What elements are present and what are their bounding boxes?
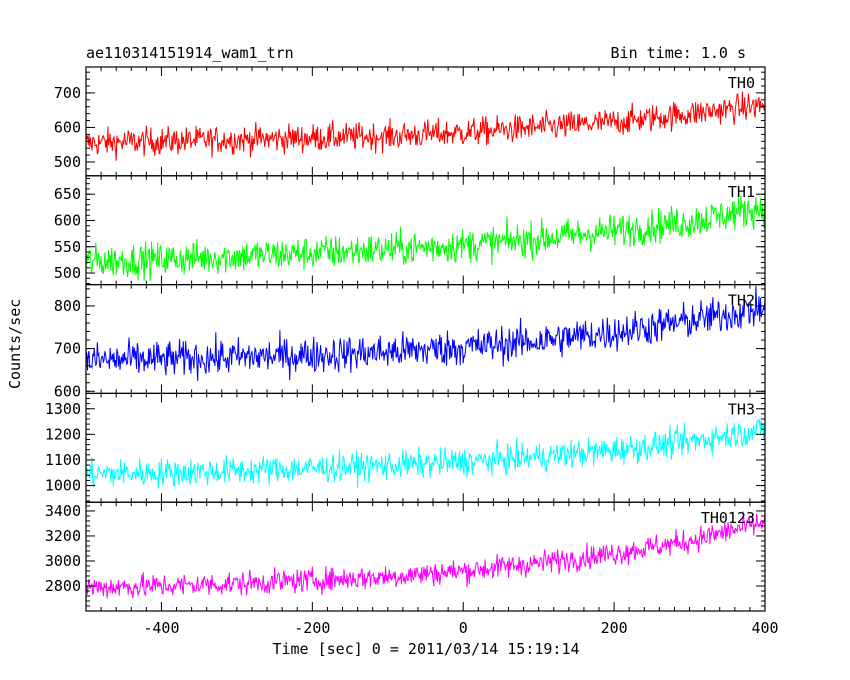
x-tick-label: 400: [751, 619, 778, 637]
panel-label-th0: TH0: [728, 74, 755, 92]
y-axis-label: Counts/sec: [6, 298, 24, 389]
panel-label-th1: TH1: [728, 183, 755, 201]
series-line-th2: [86, 285, 765, 382]
panel-frame-th2: [85, 284, 766, 395]
x-tick-label: -200: [294, 619, 330, 637]
series-line-th3: [86, 418, 765, 489]
plot-title: ae110314151914_wam1_trn: [86, 44, 294, 62]
y-tick-label: 550: [54, 238, 81, 256]
y-tick-label: 600: [54, 382, 81, 400]
y-tick-label: 1300: [45, 400, 81, 418]
y-tick-label: 3400: [45, 502, 81, 520]
series-line-th1: [86, 192, 765, 282]
panel-label-th2: TH2: [728, 292, 755, 310]
series-line-th0: [86, 91, 765, 161]
series-line-th0123: [86, 511, 765, 599]
x-tick-label: 0: [459, 619, 468, 637]
panel-frame-th0123: [85, 501, 766, 612]
y-tick-label: 1000: [45, 477, 81, 495]
y-tick-label: 500: [54, 153, 81, 171]
y-tick-label: 700: [54, 84, 81, 102]
y-tick-label: 1200: [45, 425, 81, 443]
y-tick-label: 2800: [45, 577, 81, 595]
y-tick-label: 600: [54, 211, 81, 229]
x-tick-label: 200: [601, 619, 628, 637]
y-tick-label: 3200: [45, 527, 81, 545]
x-tick-label: -400: [143, 619, 179, 637]
panel-label-th3: TH3: [728, 400, 755, 418]
y-tick-label: 500: [54, 264, 81, 282]
y-tick-label: 650: [54, 185, 81, 203]
panel-label-th0123: TH0123: [701, 509, 755, 527]
x-axis-label: Time [sec] 0 = 2011/03/14 15:19:14: [272, 640, 580, 658]
y-tick-label: 600: [54, 118, 81, 136]
y-tick-label: 1100: [45, 451, 81, 469]
y-tick-label: 700: [54, 340, 81, 358]
y-tick-label: 800: [54, 297, 81, 315]
y-tick-label: 3000: [45, 552, 81, 570]
bin-time-label: Bin time: 1.0 s: [610, 44, 746, 62]
